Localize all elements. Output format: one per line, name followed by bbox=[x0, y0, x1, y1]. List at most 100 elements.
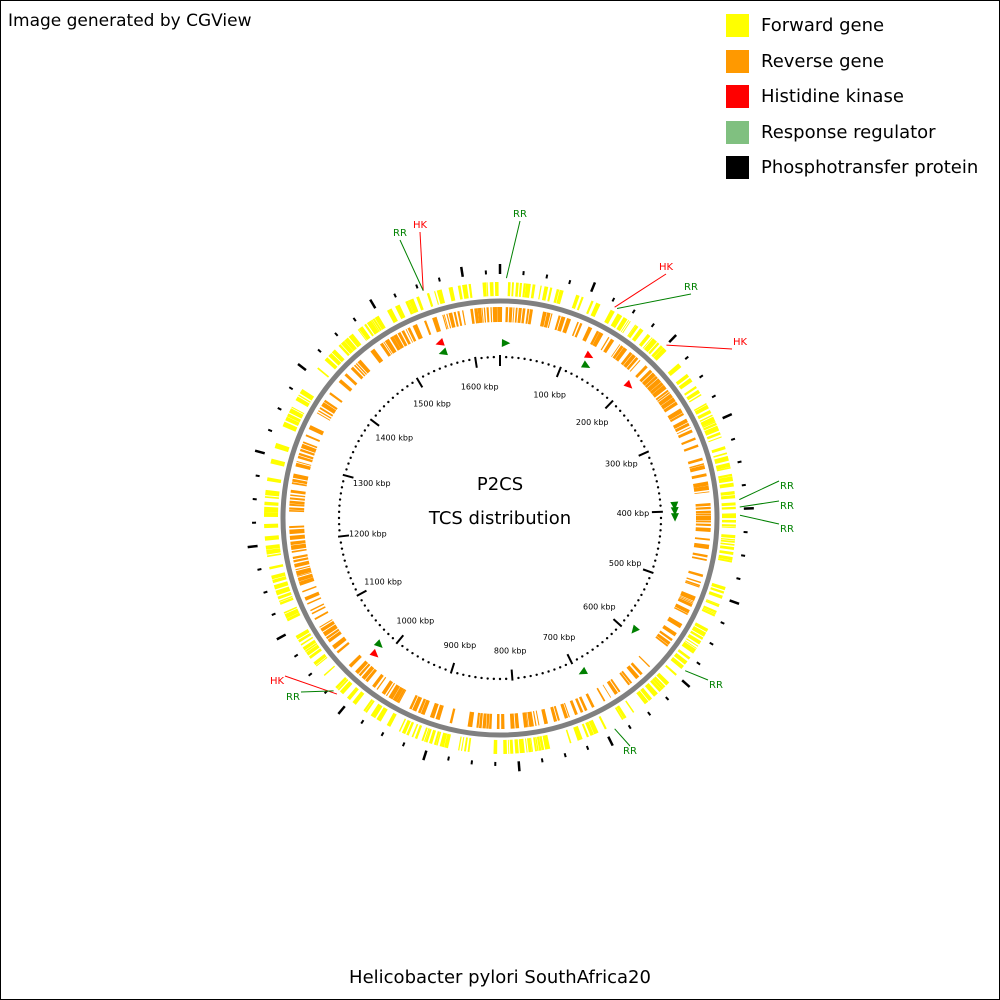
reverse-gene bbox=[449, 708, 456, 724]
inner-minor-tick bbox=[406, 648, 409, 651]
inner-minor-tick bbox=[656, 486, 660, 489]
reverse-gene bbox=[525, 712, 529, 728]
reverse-gene bbox=[372, 673, 384, 688]
inner-minor-tick bbox=[553, 365, 556, 368]
forward-gene bbox=[644, 682, 658, 697]
feature-leader bbox=[684, 670, 709, 681]
reverse-gene bbox=[338, 379, 353, 392]
reverse-gene bbox=[582, 326, 593, 342]
inner-minor-tick bbox=[596, 388, 599, 392]
forward-gene bbox=[421, 727, 428, 742]
forward-gene bbox=[530, 737, 534, 752]
reverse-gene bbox=[496, 713, 500, 729]
feature-leader bbox=[614, 728, 631, 747]
forward-gene bbox=[428, 729, 437, 744]
reverse-gene bbox=[291, 482, 307, 487]
inner-minor-tick bbox=[648, 576, 651, 580]
tick-label: 500 kbp bbox=[609, 559, 642, 568]
outer-tick bbox=[415, 284, 419, 289]
inner-minor-tick bbox=[339, 541, 343, 544]
reverse-gene bbox=[429, 702, 439, 719]
reverse-gene bbox=[390, 336, 401, 351]
inner-minor-tick bbox=[553, 668, 556, 671]
reverse-gene bbox=[695, 520, 711, 523]
forward-gene bbox=[348, 333, 362, 348]
outer-tick bbox=[297, 363, 307, 372]
forward-gene bbox=[328, 352, 342, 366]
inner-minor-tick bbox=[558, 666, 562, 669]
forward-gene bbox=[271, 572, 286, 580]
tick-labels: 100 kbp 200 kbp 300 kbp 400 kbp 500 kbp 600 k… bbox=[349, 383, 649, 656]
reverse-gene bbox=[600, 336, 610, 351]
inner-minor-tick bbox=[643, 445, 646, 448]
outer-tick bbox=[267, 428, 273, 433]
forward-gene bbox=[542, 734, 551, 750]
reverse-gene bbox=[361, 665, 375, 680]
forward-gene bbox=[387, 308, 398, 324]
forward-gene bbox=[444, 733, 452, 749]
outer-tick bbox=[276, 633, 287, 641]
forward-gene bbox=[416, 296, 424, 311]
forward-gene bbox=[710, 587, 725, 594]
reverse-gene bbox=[384, 338, 397, 354]
forward-gene bbox=[302, 639, 317, 651]
inner-major-tick bbox=[449, 662, 456, 674]
reverse-gene bbox=[687, 457, 703, 465]
forward-gene bbox=[640, 687, 653, 702]
reverse-gene bbox=[310, 603, 325, 612]
forward-gene bbox=[651, 345, 664, 358]
forward-gene bbox=[653, 347, 667, 361]
reverse-gene bbox=[505, 307, 509, 323]
forward-gene bbox=[436, 731, 442, 746]
forward-gene bbox=[458, 736, 462, 751]
forward-gene bbox=[282, 421, 298, 432]
inner-minor-tick bbox=[338, 498, 342, 501]
reverse-gene bbox=[603, 338, 615, 354]
forward-gene bbox=[273, 581, 289, 590]
reverse-gene bbox=[626, 356, 639, 371]
inner-minor-tick bbox=[337, 510, 341, 514]
reverse-gene bbox=[676, 427, 691, 435]
reverse-gene bbox=[660, 397, 676, 410]
tcs-marker bbox=[623, 379, 633, 389]
inner-minor-tick bbox=[474, 675, 477, 679]
reverse-gene bbox=[470, 308, 475, 324]
feature-leader bbox=[616, 293, 692, 309]
inner-minor-tick bbox=[339, 492, 343, 495]
reverse-gene bbox=[292, 554, 308, 560]
outer-tick bbox=[720, 621, 725, 625]
inner-minor-tick bbox=[640, 439, 643, 443]
forward-gene bbox=[264, 506, 279, 513]
inner-minor-tick bbox=[591, 385, 594, 388]
outer-tick bbox=[247, 544, 258, 549]
forward-gene bbox=[283, 606, 298, 614]
forward-gene bbox=[547, 287, 553, 302]
outer-tick bbox=[737, 460, 742, 464]
reverse-gene bbox=[443, 314, 449, 330]
reverse-gene bbox=[311, 606, 326, 615]
forward-gene bbox=[677, 649, 691, 660]
inner-minor-tick bbox=[351, 582, 355, 586]
reverse-gene-track bbox=[289, 307, 712, 729]
inner-minor-tick bbox=[614, 628, 618, 631]
inner-minor-tick bbox=[363, 429, 367, 432]
outer-tick bbox=[698, 374, 704, 379]
forward-gene bbox=[265, 544, 281, 550]
tick-label: 600 kbp bbox=[583, 602, 616, 611]
forward-gene bbox=[704, 425, 720, 436]
inner-minor-tick bbox=[645, 582, 649, 586]
forward-gene bbox=[264, 496, 279, 499]
reverse-gene bbox=[297, 572, 312, 577]
inner-minor-tick bbox=[391, 636, 395, 640]
outer-tick bbox=[568, 279, 572, 285]
reverse-gene bbox=[412, 324, 423, 340]
inner-major-tick bbox=[612, 618, 623, 628]
reverse-gene bbox=[688, 570, 704, 578]
forward-gene bbox=[462, 284, 469, 299]
forward-gene bbox=[279, 595, 293, 603]
outer-tick bbox=[255, 474, 260, 478]
outer-tick bbox=[317, 348, 322, 353]
forward-gene bbox=[638, 333, 651, 347]
reverse-gene bbox=[393, 334, 404, 349]
inner-minor-tick bbox=[347, 571, 350, 574]
